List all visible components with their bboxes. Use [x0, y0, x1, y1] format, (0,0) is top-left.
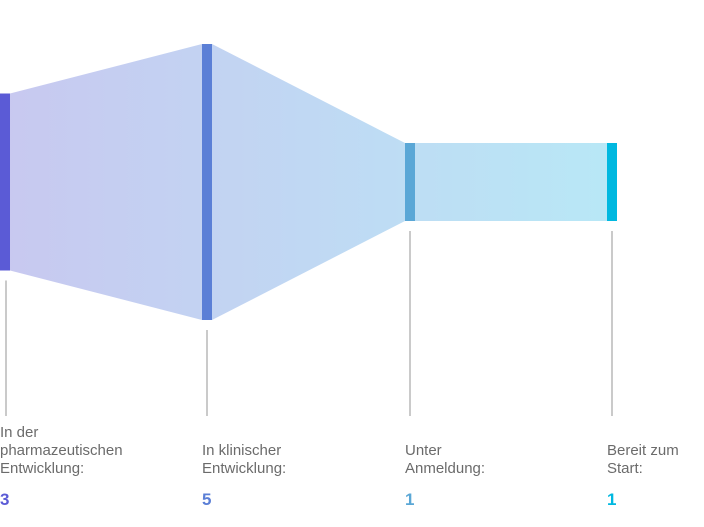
stage-value-3: 1 [405, 490, 415, 509]
stage-bar-3 [405, 143, 415, 221]
stage-value-2: 5 [202, 490, 212, 509]
stage-value-4: 1 [607, 490, 617, 509]
stage-bar-1 [0, 93, 10, 271]
funnel-band [0, 44, 617, 320]
stage-label-4: Bereit zum Start: [607, 442, 679, 477]
stage-label-3: Unter Anmeldung: [405, 442, 486, 477]
stage-label-2: In klinischer Entwicklung: [202, 442, 287, 477]
stage-value-1: 3 [0, 490, 10, 509]
stage-label-1: In der pharmazeutischen Entwicklung: [0, 424, 123, 477]
stage-bar-4 [607, 143, 617, 221]
stage-bar-2 [202, 44, 212, 320]
